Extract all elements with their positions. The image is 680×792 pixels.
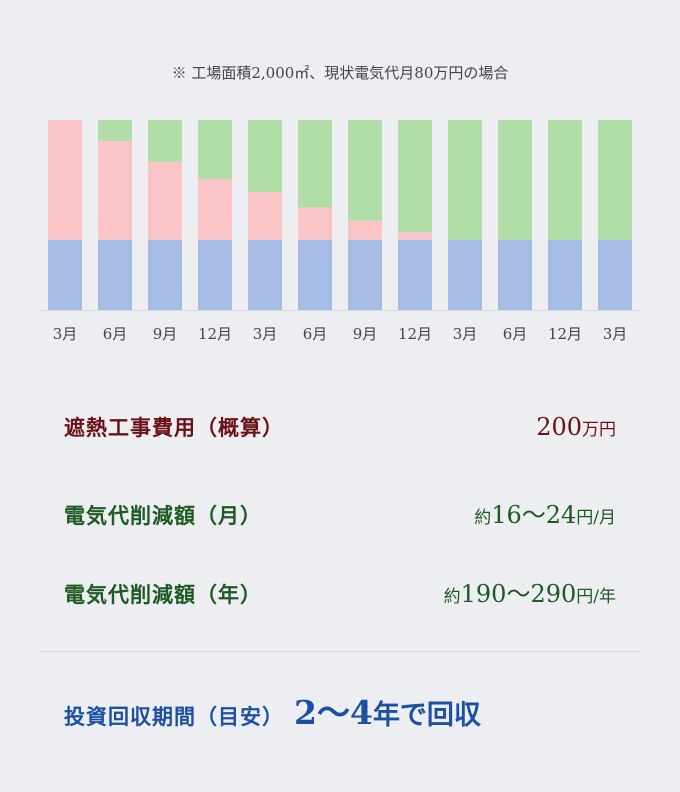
- monthly-saving-number: 16〜24: [491, 501, 577, 529]
- x-tick-label: 3月: [253, 325, 278, 343]
- bar-segment-base: [98, 239, 132, 310]
- construction-cost-label: 遮熱工事費用（概算）: [64, 415, 284, 440]
- construction-cost-row: 遮熱工事費用（概算） 200万円: [64, 412, 616, 442]
- x-tick-label: 9月: [353, 325, 378, 343]
- x-tick-label: 6月: [103, 325, 128, 343]
- bar-segment-pink: [298, 207, 332, 240]
- monthly-saving-prefix: 約: [474, 508, 492, 528]
- bar-segment-green: [498, 120, 532, 240]
- x-tick-label: 6月: [303, 325, 328, 343]
- yearly-saving-label: 電気代削減額（年）: [64, 582, 262, 607]
- bar-segment-pink: [148, 161, 182, 240]
- payback-suffix: 年で回収: [372, 700, 481, 731]
- construction-cost-unit: 万円: [582, 420, 616, 440]
- bar-segment-green: [148, 120, 182, 162]
- stacked-bar-chart: 3月 6月 9月 12月 3月 6月 9月 12月 3月 6月 12月 3月: [40, 120, 640, 343]
- bar-segment-base: [198, 239, 232, 310]
- bar-segment-green: [298, 120, 332, 208]
- x-tick-label: 12月: [548, 325, 582, 343]
- divider: [40, 651, 640, 652]
- yearly-saving-unit: 円/年: [576, 587, 616, 607]
- bar-segment-green: [248, 120, 282, 193]
- bar-segment-base: [498, 239, 532, 310]
- x-tick-label: 3月: [53, 325, 78, 343]
- bar-segment-green: [548, 120, 582, 240]
- bar-segment-pink: [248, 192, 282, 240]
- payback-label: 投資回収期間（目安）: [64, 704, 284, 729]
- x-tick-label: 3月: [453, 325, 478, 343]
- monthly-saving-label: 電気代削減額（月）: [64, 503, 262, 528]
- bar-segment-pink: [398, 232, 432, 240]
- monthly-saving-value: 約16〜24円/月: [474, 495, 616, 530]
- yearly-saving-row: 電気代削減額（年） 約190〜290円/年: [64, 574, 616, 609]
- payback-row: 投資回収期間（目安） 2〜4 年で回収: [64, 686, 624, 734]
- bar-segment-base: [248, 239, 282, 310]
- chart-note: ※ 工場面積2,000㎡、現状電気代月80万円の場合: [171, 64, 509, 82]
- bar-segment-green: [398, 120, 432, 233]
- bar-segment-green: [598, 120, 632, 240]
- bar-segment-base: [548, 239, 582, 310]
- bar-segment-green: [98, 120, 132, 141]
- bar-segment-base: [598, 239, 632, 310]
- bar-segment-base: [398, 239, 432, 310]
- construction-cost-value: 200万円: [536, 413, 616, 441]
- bar-segment-pink: [198, 178, 232, 240]
- bar-segment-base: [298, 239, 332, 310]
- yearly-saving-value: 約190〜290円/年: [444, 574, 616, 609]
- yearly-saving-number: 190〜290: [460, 580, 577, 608]
- x-tick-label: 12月: [198, 325, 232, 343]
- bar-segment-base: [48, 239, 82, 310]
- x-tick-label: 9月: [153, 325, 178, 343]
- payback-value: 2〜4: [294, 693, 373, 732]
- monthly-saving-unit: 円/月: [576, 508, 616, 528]
- bar-segment-green: [348, 120, 382, 221]
- bar-segment-pink: [48, 120, 82, 240]
- yearly-saving-prefix: 約: [443, 587, 461, 607]
- bar-segment-green: [198, 120, 232, 179]
- bar-segment-green: [448, 120, 482, 240]
- bar-segment-base: [348, 239, 382, 310]
- x-tick-label: 12月: [398, 325, 432, 343]
- x-tick-label: 6月: [503, 325, 528, 343]
- bar-segment-pink: [98, 140, 132, 240]
- x-tick-label: 3月: [603, 325, 628, 343]
- monthly-saving-row: 電気代削減額（月） 約16〜24円/月: [64, 495, 616, 530]
- bar-segment-base: [148, 239, 182, 310]
- construction-cost-number: 200: [536, 413, 582, 441]
- bar-segment-pink: [348, 220, 382, 240]
- bar-segment-base: [448, 239, 482, 310]
